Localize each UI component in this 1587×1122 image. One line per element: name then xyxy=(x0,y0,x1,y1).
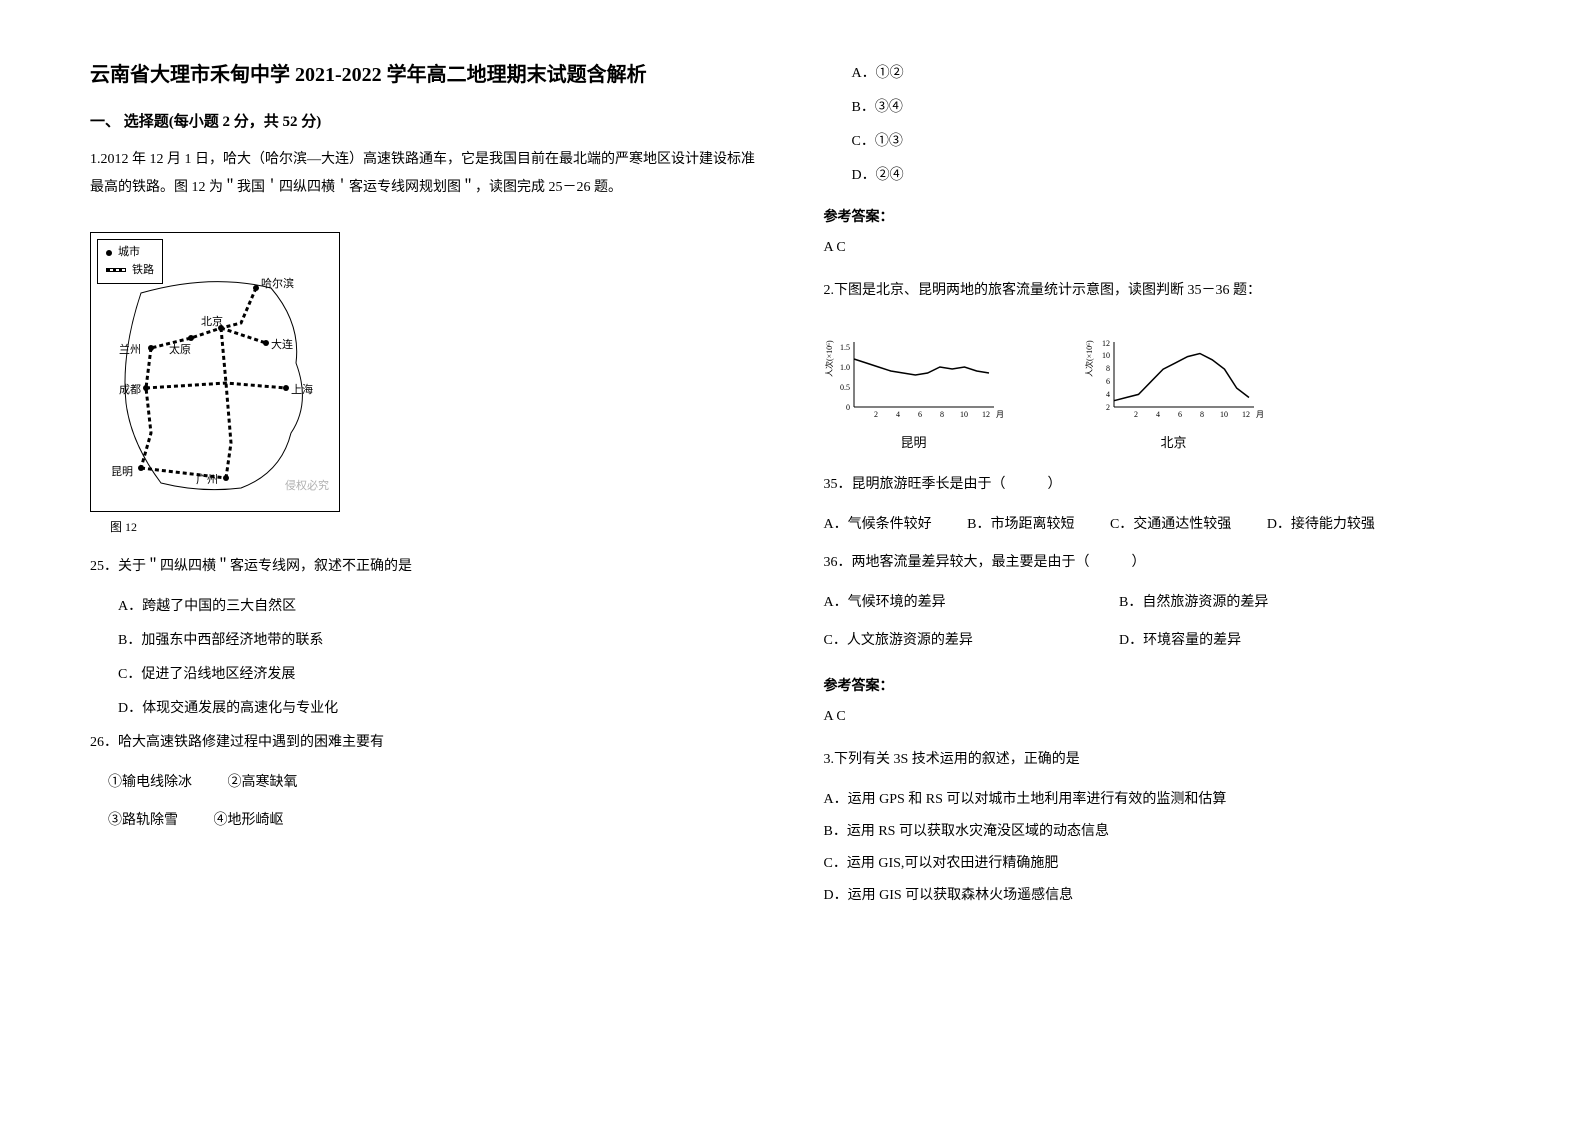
svg-text:8: 8 xyxy=(940,410,944,419)
q35-options: A．气候条件较好 B．市场距离较短 C．交通通达性较强 D．接待能力较强 xyxy=(824,511,1498,539)
city-harbin: 哈尔滨 xyxy=(261,275,294,291)
chart-kunming-block: 0 0.5 1.0 1.5 2 4 6 8 10 12 月 人次(×10⁶) 昆… xyxy=(824,332,1004,451)
city-dalian: 大连 xyxy=(271,336,293,352)
q26-optD: D．②④ xyxy=(824,162,1498,190)
q26-i: ①输电线除冰 xyxy=(108,775,192,790)
q26-optC: C．①③ xyxy=(824,128,1498,156)
q1-stem: 1.2012 年 12 月 1 日，哈大（哈尔滨—大连）高速铁路通车，它是我国目… xyxy=(90,146,764,202)
svg-text:8: 8 xyxy=(1200,410,1204,419)
svg-text:月: 月 xyxy=(996,410,1004,419)
city-beijing: 北京 xyxy=(201,313,223,329)
q26-iv: ④地形崎岖 xyxy=(214,813,284,828)
svg-text:12: 12 xyxy=(1102,339,1110,348)
svg-text:8: 8 xyxy=(1106,364,1110,373)
figure-caption: 图 12 xyxy=(90,518,764,535)
svg-text:12: 12 xyxy=(1242,410,1250,419)
q26-text: 26．哈大高速铁路修建过程中遇到的困难主要有 xyxy=(90,729,764,757)
chart-beijing-label: 北京 xyxy=(1160,432,1186,451)
q26-optA: A．①② xyxy=(824,60,1498,88)
q36-row1: A．气候环境的差异 B．自然旅游资源的差异 xyxy=(824,589,1498,617)
watermark: 侵权必究 xyxy=(285,477,329,493)
svg-text:人次(×10⁶): 人次(×10⁶) xyxy=(824,340,834,377)
q3-d: D．运用 GIS 可以获取森林火场遥感信息 xyxy=(824,882,1498,910)
q26-row2: ③路轨除雪 ④地形崎岖 xyxy=(90,807,764,835)
svg-text:月: 月 xyxy=(1256,410,1264,419)
chart-row: 0 0.5 1.0 1.5 2 4 6 8 10 12 月 人次(×10⁶) 昆… xyxy=(824,332,1498,451)
svg-text:4: 4 xyxy=(1106,390,1110,399)
chart-beijing: 2 4 6 8 10 12 2 4 6 8 10 12 月 人次(×10⁶) xyxy=(1084,332,1264,422)
svg-text:0: 0 xyxy=(846,403,850,412)
q2-answer: A C xyxy=(824,703,1498,731)
svg-text:4: 4 xyxy=(896,410,900,419)
q3-c: C．运用 GIS,可以对农田进行精确施肥 xyxy=(824,850,1498,878)
q36-row2: C．人文旅游资源的差异 D．环境容量的差异 xyxy=(824,627,1498,655)
q26-ii: ②高寒缺氧 xyxy=(228,775,298,790)
q35-c: C．交通通达性较强 xyxy=(1110,517,1231,532)
q3-b: B．运用 RS 可以获取水灾淹没区域的动态信息 xyxy=(824,818,1498,846)
city-chengdu: 成都 xyxy=(119,381,141,397)
city-taiyuan: 太原 xyxy=(169,341,191,357)
city-shanghai: 上海 xyxy=(291,381,313,397)
q36-text: 36．两地客流量差异较大，最主要是由于（ ） xyxy=(824,549,1498,577)
map-box: 城市 铁路 xyxy=(90,232,340,512)
q36-c: C．人文旅游资源的差异 xyxy=(824,627,1084,655)
city-kunming: 昆明 xyxy=(111,463,133,479)
q1-answer-header: 参考答案： xyxy=(824,206,1498,226)
city-lanzhou: 兰州 xyxy=(119,341,141,357)
q35-b: B．市场距离较短 xyxy=(967,517,1074,532)
svg-text:10: 10 xyxy=(960,410,968,419)
q2-answer-header: 参考答案： xyxy=(824,675,1498,695)
q25-c: C．促进了沿线地区经济发展 xyxy=(90,661,764,689)
svg-text:10: 10 xyxy=(1102,351,1110,360)
svg-text:2: 2 xyxy=(874,410,878,419)
q3-a: A．运用 GPS 和 RS 可以对城市土地利用率进行有效的监测和估算 xyxy=(824,786,1498,814)
q36-a: A．气候环境的差异 xyxy=(824,589,1084,617)
svg-text:1.5: 1.5 xyxy=(840,343,850,352)
svg-text:2: 2 xyxy=(1106,403,1110,412)
q26-row1: ①输电线除冰 ②高寒缺氧 xyxy=(90,769,764,797)
svg-text:10: 10 xyxy=(1220,410,1228,419)
svg-text:1.0: 1.0 xyxy=(840,363,850,372)
left-column: 云南省大理市禾甸中学 2021-2022 学年高二地理期末试题含解析 一、 选择… xyxy=(90,60,764,1062)
chart-beijing-block: 2 4 6 8 10 12 2 4 6 8 10 12 月 人次(×10⁶) 北… xyxy=(1084,332,1264,451)
q1-answer: A C xyxy=(824,234,1498,262)
doc-title: 云南省大理市禾甸中学 2021-2022 学年高二地理期末试题含解析 xyxy=(90,60,764,90)
svg-text:人次(×10⁶): 人次(×10⁶) xyxy=(1084,340,1094,377)
svg-text:6: 6 xyxy=(918,410,922,419)
svg-text:6: 6 xyxy=(1178,410,1182,419)
right-column: A．①② B．③④ C．①③ D．②④ 参考答案： A C 2.下图是北京、昆明… xyxy=(824,60,1498,1062)
figure-12: 城市 铁路 xyxy=(90,232,764,535)
q25-d: D．体现交通发展的高速化与专业化 xyxy=(90,695,764,723)
svg-text:12: 12 xyxy=(982,410,990,419)
q3-stem: 3.下列有关 3S 技术运用的叙述，正确的是 xyxy=(824,746,1498,774)
q26-optB: B．③④ xyxy=(824,94,1498,122)
chart-kunming: 0 0.5 1.0 1.5 2 4 6 8 10 12 月 人次(×10⁶) xyxy=(824,332,1004,422)
q2-stem: 2.下图是北京、昆明两地的旅客流量统计示意图，读图判断 35－36 题： xyxy=(824,277,1498,305)
q35-a: A．气候条件较好 xyxy=(824,517,932,532)
section-header: 一、 选择题(每小题 2 分，共 52 分) xyxy=(90,110,764,131)
q35-text: 35．昆明旅游旺季长是由于（ ） xyxy=(824,471,1498,499)
q36-b: B．自然旅游资源的差异 xyxy=(1119,595,1268,610)
svg-text:2: 2 xyxy=(1134,410,1138,419)
q36-d: D．环境容量的差异 xyxy=(1119,633,1241,648)
city-guangzhou: 广州 xyxy=(196,471,218,487)
chart-kunming-label: 昆明 xyxy=(900,432,926,451)
q25-text: 25．关于＂四纵四横＂客运专线网，叙述不正确的是 xyxy=(90,553,764,581)
q35-d: D．接待能力较强 xyxy=(1267,517,1375,532)
q25-a: A．跨越了中国的三大自然区 xyxy=(90,593,764,621)
q26-iii: ③路轨除雪 xyxy=(108,813,178,828)
q25-b: B．加强东中西部经济地带的联系 xyxy=(90,627,764,655)
svg-text:4: 4 xyxy=(1156,410,1160,419)
svg-text:0.5: 0.5 xyxy=(840,383,850,392)
svg-text:6: 6 xyxy=(1106,377,1110,386)
